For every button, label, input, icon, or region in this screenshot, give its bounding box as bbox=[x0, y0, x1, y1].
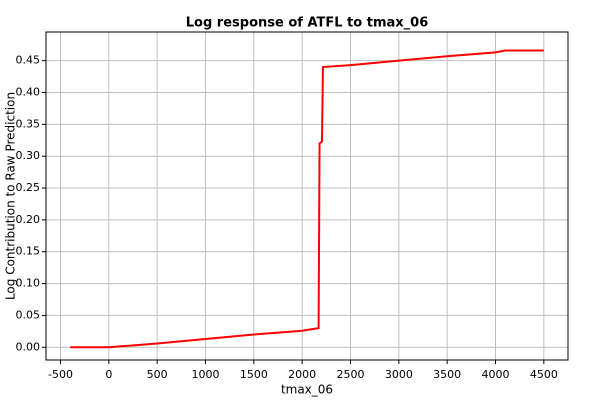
x-tick-label: 3500 bbox=[433, 368, 461, 381]
x-tick-label: 500 bbox=[147, 368, 168, 381]
x-tick-label: 1500 bbox=[240, 368, 268, 381]
y-tick-label: 0.35 bbox=[16, 117, 41, 130]
y-tick-label: 0.05 bbox=[16, 308, 41, 321]
y-tick-label: 0.30 bbox=[16, 149, 41, 162]
x-tick-label: 2000 bbox=[288, 368, 316, 381]
y-tick-label: 0.45 bbox=[16, 54, 41, 67]
plot-frame bbox=[45, 31, 569, 361]
x-tick-label: 2500 bbox=[337, 368, 365, 381]
x-tick-label: 1000 bbox=[192, 368, 220, 381]
x-tick-label: 3000 bbox=[385, 368, 413, 381]
y-tick-label: 0.40 bbox=[16, 86, 41, 99]
y-tick-label: 0.20 bbox=[16, 213, 41, 226]
data-line bbox=[70, 49, 544, 349]
y-tick-label: 0.10 bbox=[16, 277, 41, 290]
x-tick-label: -500 bbox=[48, 368, 73, 381]
y-tick-label: 0.25 bbox=[16, 181, 41, 194]
x-tick-label: 4500 bbox=[530, 368, 558, 381]
x-tick-label: 4000 bbox=[482, 368, 510, 381]
y-tick-label: 0.15 bbox=[16, 245, 41, 258]
x-tick-label: 0 bbox=[105, 368, 112, 381]
y-axis-label: Log Contribution to Raw Prediction bbox=[4, 92, 18, 300]
chart-title: Log response of ATFL to tmax_06 bbox=[186, 16, 429, 31]
y-tick-label: 0.00 bbox=[16, 340, 41, 353]
x-axis-label: tmax_06 bbox=[281, 383, 333, 397]
